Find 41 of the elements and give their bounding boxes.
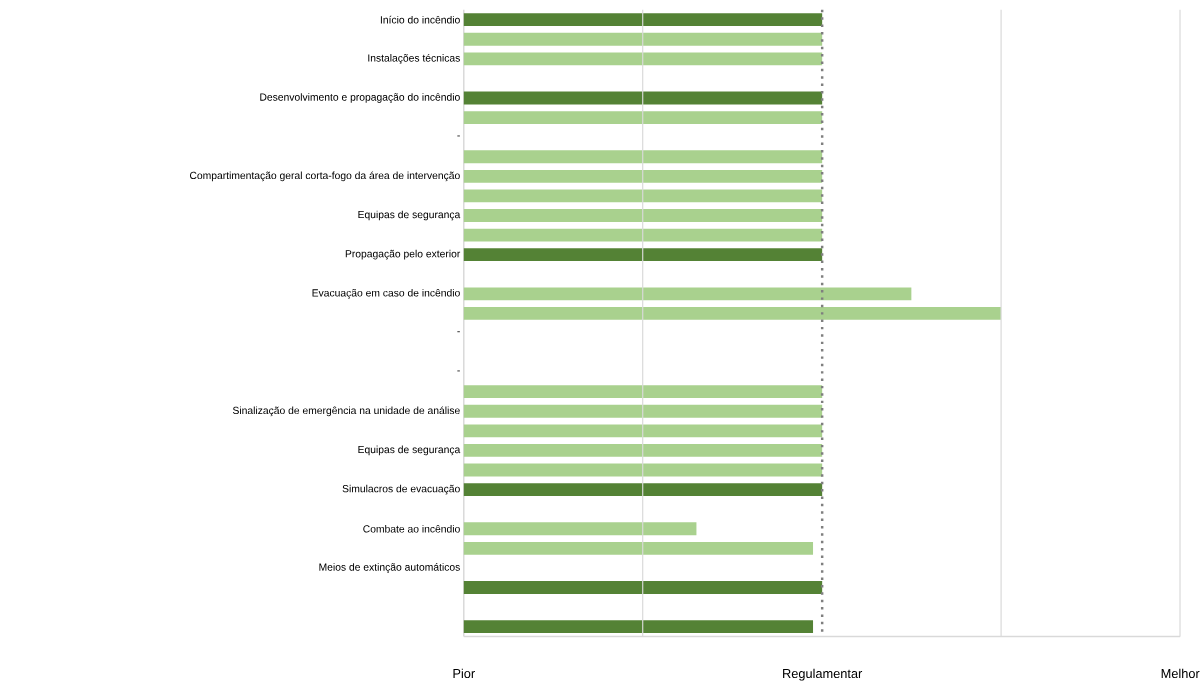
bar	[463, 111, 823, 125]
bar	[463, 581, 823, 595]
y-tick-label: -	[457, 370, 460, 372]
bar	[463, 463, 823, 477]
y-tick-label: Evacuação em caso de incêndio	[312, 289, 460, 299]
bar	[463, 248, 823, 262]
bar	[463, 424, 823, 438]
bar	[463, 444, 823, 457]
bar	[463, 91, 823, 105]
bar	[463, 209, 823, 222]
y-tick-label: Equipas de segurança	[358, 445, 461, 456]
y-tick-label: Instalações técnicas	[368, 54, 460, 64]
y-tick-label: -	[457, 135, 460, 137]
y-tick-label: Simulacros de evacuação	[342, 484, 460, 495]
text: Pior	[453, 668, 475, 679]
bar	[463, 483, 823, 497]
y-tick-label: Combate ao incêndio	[363, 525, 460, 533]
y-tick-label: Início do incêndio	[380, 15, 460, 24]
bar	[463, 189, 823, 203]
y-tick-label: Sinalização de emergência na unidade de análise	[232, 406, 460, 417]
y-tick-label: Equipas de segurança	[358, 210, 461, 221]
bar	[463, 385, 823, 399]
bar	[463, 287, 912, 301]
bar	[463, 52, 823, 66]
y-tick-label: -	[457, 331, 460, 333]
y-tick-label: Compartimentação geral corta-fogo da área de intervenção	[190, 171, 460, 182]
text: Melhor	[1161, 668, 1200, 679]
bar	[463, 32, 823, 46]
y-tick-label: Meios de extinção automáticos	[319, 563, 460, 573]
bar	[463, 13, 823, 27]
bar	[463, 150, 823, 164]
y-tick-label: Propagação pelo exterior	[345, 249, 461, 260]
bar	[463, 170, 823, 183]
bar	[463, 542, 814, 555]
bar	[463, 522, 697, 536]
y-tick-label: Desenvolvimento e propagação do incêndio	[260, 93, 460, 103]
bar	[463, 404, 823, 418]
ref-line-label: Regulamentar	[783, 668, 863, 681]
bar	[463, 228, 823, 242]
bar	[463, 307, 1002, 320]
bar	[463, 620, 814, 634]
